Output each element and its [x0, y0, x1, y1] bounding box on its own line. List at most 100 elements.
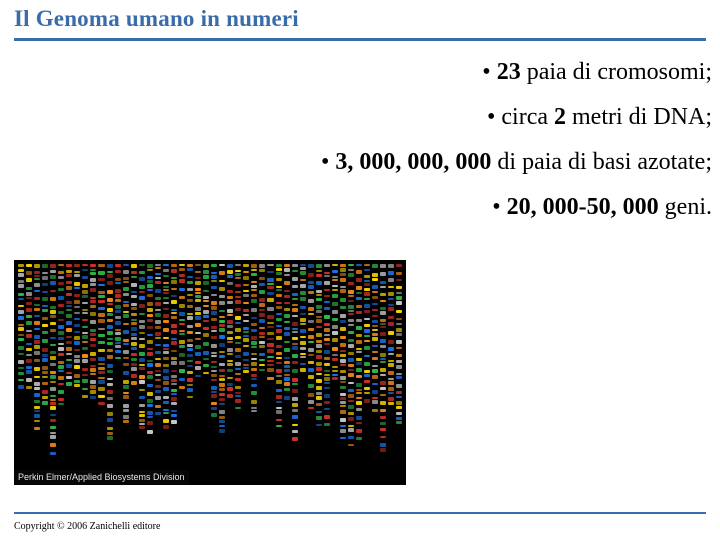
gel-band — [316, 362, 322, 366]
gel-band — [284, 264, 290, 267]
gel-band — [171, 361, 177, 365]
gel-band — [251, 358, 257, 360]
gel-band — [235, 328, 241, 332]
gel-band — [203, 300, 209, 302]
gel-band — [34, 367, 40, 371]
gel-band — [179, 353, 185, 357]
gel-band — [26, 370, 32, 374]
gel-band — [74, 331, 80, 333]
gel-lane — [388, 264, 394, 461]
gel-band — [98, 363, 104, 365]
gel-band — [34, 406, 40, 409]
gel-lane — [316, 264, 322, 461]
gel-band — [284, 274, 290, 276]
gel-band — [267, 356, 273, 358]
gel-band — [251, 341, 257, 345]
gel-band — [50, 329, 56, 332]
gel-band — [356, 429, 362, 433]
gel-band — [356, 437, 362, 440]
gel-band — [155, 405, 161, 408]
gel-band — [26, 354, 32, 356]
gel-band — [42, 297, 48, 301]
gel-band — [267, 368, 273, 372]
gel-band — [308, 393, 314, 397]
gel-band — [396, 373, 402, 375]
gel-band — [259, 336, 265, 338]
gel-band — [139, 313, 145, 315]
gel-band — [396, 354, 402, 357]
gel-band — [276, 352, 282, 355]
gel-band — [123, 404, 129, 408]
gel-band — [34, 315, 40, 317]
gel-band — [163, 387, 169, 391]
gel-band — [219, 271, 225, 275]
gel-band — [195, 345, 201, 349]
gel-band — [26, 308, 32, 312]
title-block: Il Genoma umano in numeri — [0, 0, 720, 41]
gel-band — [163, 286, 169, 288]
gel-band — [316, 274, 322, 277]
gel-band — [187, 268, 193, 271]
gel-band — [308, 313, 314, 315]
gel-band — [292, 308, 298, 312]
gel-band — [147, 264, 153, 268]
gel-band — [211, 374, 217, 377]
gel-band — [324, 350, 330, 354]
gel-band — [372, 296, 378, 299]
gel-band — [34, 420, 40, 422]
gel-band — [332, 279, 338, 281]
gel-band — [227, 383, 233, 386]
gel-band — [179, 330, 185, 332]
gel-band — [251, 289, 257, 291]
gel-band — [147, 392, 153, 396]
gel-band — [243, 359, 249, 361]
gel-lane — [267, 264, 273, 461]
gel-band — [107, 355, 113, 359]
gel-band — [316, 411, 322, 413]
gel-band — [348, 369, 354, 371]
bullet-2: • circa 2 metri di DNA; — [8, 104, 712, 131]
gel-band — [372, 345, 378, 347]
gel-band — [58, 288, 64, 291]
gel-band — [163, 425, 169, 429]
gel-band — [98, 349, 104, 352]
gel-band — [107, 319, 113, 322]
gel-band — [131, 363, 137, 366]
gel-band — [58, 353, 64, 356]
gel-band — [380, 272, 386, 276]
gel-band — [123, 409, 129, 412]
gel-band — [235, 322, 241, 324]
gel-band — [82, 312, 88, 314]
gel-band — [42, 354, 48, 357]
gel-band — [98, 307, 104, 310]
gel-band — [123, 311, 129, 313]
gel-lane — [227, 264, 233, 461]
gel-band — [348, 295, 354, 297]
gel-band — [115, 342, 121, 344]
gel-band — [332, 325, 338, 329]
gel-band — [171, 389, 177, 392]
gel-band — [42, 376, 48, 378]
gel-band — [300, 318, 306, 322]
bullet-3-pre: • — [321, 149, 335, 175]
gel-band — [90, 320, 96, 324]
gel-band — [251, 273, 257, 276]
gel-band — [107, 432, 113, 435]
gel-band — [26, 271, 32, 275]
gel-band — [42, 401, 48, 405]
gel-band — [219, 369, 225, 372]
gel-band — [123, 415, 129, 419]
gel-band — [26, 302, 32, 305]
gel-band — [308, 291, 314, 294]
gel-band — [372, 273, 378, 277]
gel-band — [82, 347, 88, 350]
gel-band — [300, 284, 306, 288]
gel-band — [348, 290, 354, 294]
gel-band — [396, 292, 402, 294]
gel-band — [90, 396, 96, 399]
gel-band — [147, 334, 153, 336]
gel-band — [26, 348, 32, 351]
gel-band — [211, 272, 217, 274]
gel-band — [139, 404, 145, 407]
gel-band — [18, 264, 24, 267]
